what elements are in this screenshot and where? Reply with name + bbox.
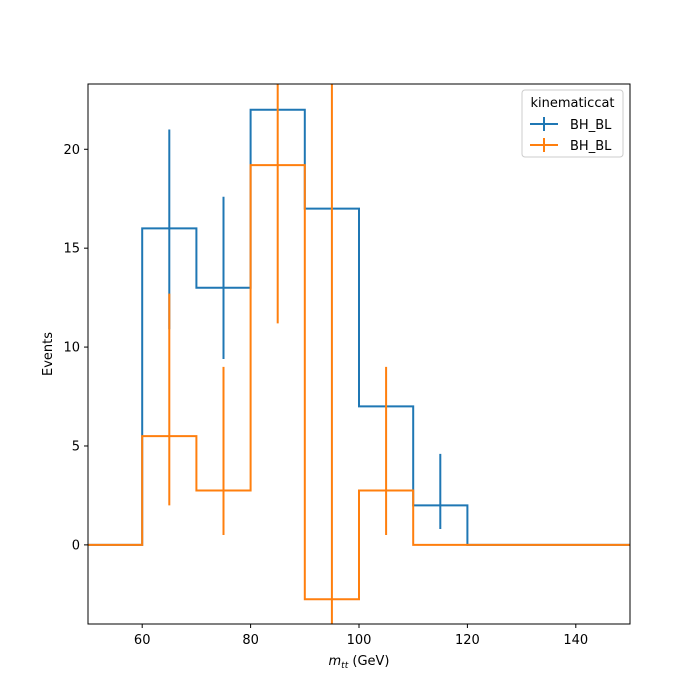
y-axis-label: Events <box>41 332 56 376</box>
x-tick-label: 100 <box>347 633 372 648</box>
legend-entry-label: BH_BL <box>570 118 612 133</box>
x-tick-label: 140 <box>563 633 588 648</box>
y-tick-label: 10 <box>63 341 80 356</box>
x-axis-label-var: m <box>329 654 342 669</box>
legend-title: kinematiccat <box>530 96 614 111</box>
y-tick-label: 15 <box>63 242 80 257</box>
x-tick-label: 60 <box>134 633 151 648</box>
x-axis-label-unit: (GeV) <box>348 654 389 669</box>
legend-box <box>521 89 624 158</box>
x-axis-label-sub: tt <box>341 661 349 671</box>
x-tick-label: 120 <box>455 633 480 648</box>
y-tick-label: 0 <box>72 538 80 553</box>
x-axis-label: mtt (GeV) <box>329 654 390 671</box>
series-2-step-line <box>88 164 630 601</box>
x-tick-label: 80 <box>242 633 259 648</box>
y-tick-label: 20 <box>63 143 80 158</box>
plot-area <box>88 84 630 624</box>
legend: kinematiccat BH_BL BH_BL <box>521 89 624 158</box>
legend-entry-label: BH_BL <box>570 139 612 154</box>
y-tick-label: 5 <box>72 439 80 454</box>
